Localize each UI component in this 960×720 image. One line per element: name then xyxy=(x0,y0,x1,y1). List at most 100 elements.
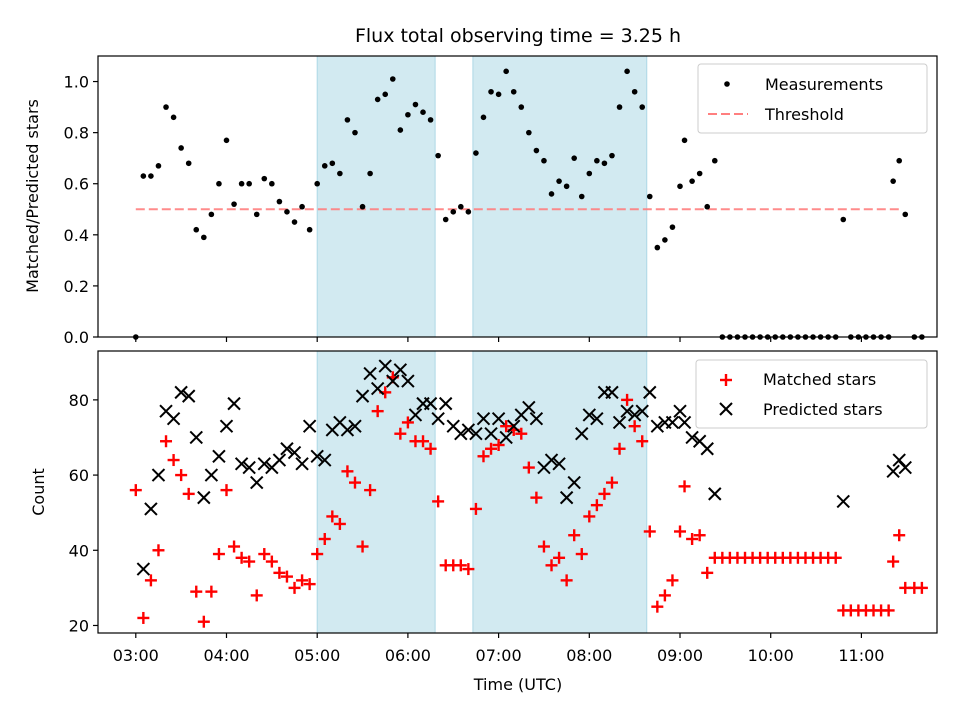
predicted-star-point xyxy=(181,389,196,403)
count-y-tick-label: 20 xyxy=(69,616,89,635)
predicted-star-point xyxy=(287,445,302,460)
measurement-point xyxy=(495,91,502,98)
count-y-tick-label: 60 xyxy=(69,466,89,485)
matched-star-point xyxy=(190,585,203,598)
measurement-point xyxy=(654,244,661,251)
measurement-point xyxy=(185,160,192,167)
matched-star-point xyxy=(678,480,691,493)
ratio-y-tick-label: 0.6 xyxy=(64,175,89,194)
measurement-point xyxy=(269,180,275,187)
measurement-point xyxy=(556,178,562,184)
matched-star-point xyxy=(175,469,188,482)
matched-star-point xyxy=(643,525,656,538)
matched-star-point xyxy=(469,502,482,515)
measurement-point xyxy=(193,226,200,233)
matched-star-point xyxy=(477,450,490,463)
measurement-point xyxy=(639,104,646,110)
predicted-star-point xyxy=(204,468,219,482)
matched-star-point xyxy=(598,487,611,500)
measurement-point xyxy=(352,129,358,136)
matched-star-point xyxy=(686,533,699,545)
count-legend-box xyxy=(695,359,928,429)
measurement-point xyxy=(284,209,290,215)
predicted-star-point xyxy=(461,423,476,437)
matched-star-point xyxy=(666,574,679,587)
measurement-point xyxy=(662,237,668,243)
matched-star-point xyxy=(590,499,603,512)
measurement-point xyxy=(216,180,222,187)
measurement-point xyxy=(578,193,585,200)
predicted-star-point xyxy=(174,385,188,400)
matched-star-point xyxy=(235,551,248,564)
x-tick-label: 05:00 xyxy=(294,646,340,665)
predicted-star-point xyxy=(144,502,158,516)
predicted-star-point xyxy=(590,411,604,426)
predicted-star-point xyxy=(643,385,657,400)
legend-predicted-marker xyxy=(719,402,733,416)
predicted-star-point xyxy=(635,404,649,418)
predicted-star-point xyxy=(212,449,226,463)
measurement-point xyxy=(616,104,623,110)
measurement-point xyxy=(374,96,381,103)
matched-star-point xyxy=(228,540,241,553)
predicted-star-point xyxy=(370,381,385,396)
matched-star-point xyxy=(887,555,900,568)
measurement-point xyxy=(571,155,577,161)
predicted-star-point xyxy=(280,442,294,456)
measurement-point xyxy=(276,198,283,205)
matched-star-point xyxy=(605,476,618,489)
matched-star-point xyxy=(613,442,626,455)
matched-star-point xyxy=(137,611,150,624)
matched-star-point xyxy=(258,548,271,561)
predicted-star-point xyxy=(454,427,468,441)
predicted-star-point xyxy=(567,475,581,490)
measurement-point xyxy=(902,211,909,218)
measurement-point xyxy=(155,163,162,169)
measurement-point xyxy=(314,180,320,187)
measurement-point xyxy=(261,175,268,182)
predicted-star-point xyxy=(355,389,370,403)
matched-star-point xyxy=(160,435,173,448)
measurement-point xyxy=(696,170,703,177)
predicted-star-point xyxy=(605,385,619,400)
measurement-point xyxy=(344,117,351,123)
predicted-star-point xyxy=(886,464,900,479)
predicted-star-point xyxy=(151,468,166,482)
predicted-star-point xyxy=(673,404,687,418)
count-y-tick-label: 40 xyxy=(69,541,89,560)
measurement-point xyxy=(367,170,373,177)
matched-star-point xyxy=(265,555,278,568)
measurement-point xyxy=(382,91,389,98)
ratio-y-tick-label: 1.0 xyxy=(64,73,89,92)
measurement-point xyxy=(412,101,419,108)
matched-star-point xyxy=(674,525,687,538)
predicted-stars-series xyxy=(136,359,912,576)
count-legend: Matched stars Predicted stars xyxy=(695,359,928,429)
matched-star-point xyxy=(893,529,906,542)
predicted-star-point xyxy=(522,400,536,415)
matched-star-point xyxy=(371,405,384,418)
matched-star-point xyxy=(462,563,475,576)
predicted-star-point xyxy=(677,415,692,430)
measurement-point xyxy=(442,216,449,223)
matched-star-point xyxy=(182,487,195,500)
measurement-point xyxy=(201,234,207,241)
measurement-point xyxy=(253,211,260,218)
measurement-point xyxy=(510,88,517,95)
count-y-ticks: 20 40 60 80 xyxy=(69,391,98,635)
predicted-star-point xyxy=(499,430,513,445)
predicted-star-point xyxy=(582,408,597,422)
legend-matched-label: Matched stars xyxy=(763,370,876,389)
measurement-point xyxy=(246,180,252,187)
matched-star-point xyxy=(318,533,331,545)
count-panel-frame xyxy=(97,350,938,634)
matched-star-point xyxy=(915,581,928,594)
measurement-point xyxy=(624,68,630,75)
measurement-point xyxy=(163,104,169,110)
measurement-point xyxy=(208,211,215,218)
predicted-star-point xyxy=(708,487,722,501)
predicted-star-point xyxy=(302,419,317,433)
measurement-point xyxy=(473,150,479,156)
